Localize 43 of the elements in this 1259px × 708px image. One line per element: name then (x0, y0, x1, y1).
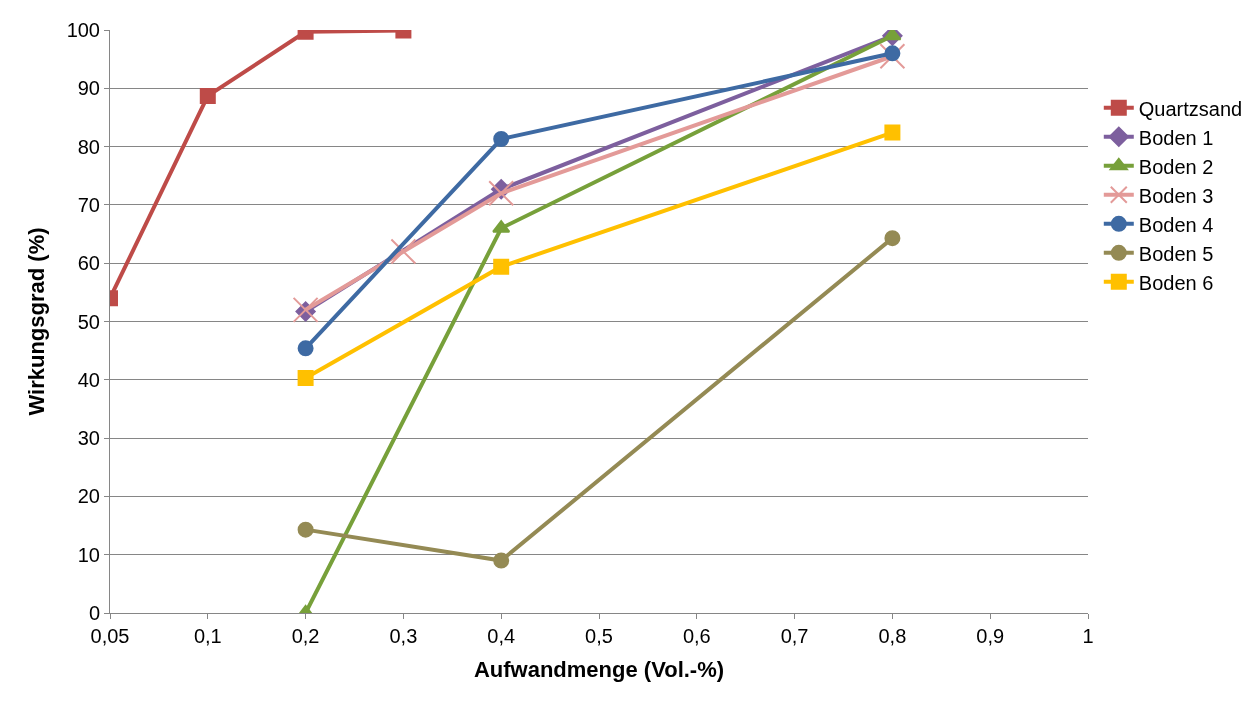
legend-label: Boden 6 (1138, 271, 1214, 294)
x-tick-label: 1 (1082, 625, 1094, 647)
legend-label: Quartzsand (1138, 97, 1243, 120)
y-axis-title: Wirkungsgrad (%) (24, 227, 50, 416)
y-tick-label: 80 (77, 135, 100, 158)
point (297, 521, 314, 538)
x-tick-label: 0,7 (780, 625, 809, 647)
legend-label: Boden 4 (1138, 213, 1214, 236)
point (390, 238, 417, 265)
y-tick-label: 0 (88, 602, 100, 624)
y-tick-label: 20 (77, 485, 100, 508)
x-tick-label: 0,4 (487, 625, 516, 647)
x-tick-label: 0,5 (585, 625, 613, 647)
point (292, 296, 319, 323)
legend-label: Boden 1 (1138, 126, 1214, 149)
y-tick-label: 60 (77, 252, 100, 275)
point (884, 230, 901, 247)
x-axis-title: Aufwandmenge (Vol.-%) (473, 656, 725, 682)
point (297, 340, 314, 357)
point (488, 180, 515, 207)
y-tick-label: 100 (66, 19, 100, 41)
y-tick-label: 50 (77, 310, 100, 333)
x-tick-label: 0,1 (193, 625, 222, 647)
point (297, 370, 314, 387)
point (493, 258, 510, 275)
y-tick-label: 40 (77, 368, 100, 391)
y-tick-label: 10 (77, 543, 100, 566)
x-tick-label: 0,9 (976, 625, 1005, 647)
legend-label: Boden 3 (1138, 184, 1214, 207)
y-tick-label: 70 (77, 193, 100, 216)
x-tick-label: 0,6 (682, 625, 711, 647)
x-tick-label: 0,3 (389, 625, 418, 647)
legend-label: Boden 5 (1138, 242, 1214, 265)
x-tick-label: 0,2 (291, 625, 320, 647)
point (884, 124, 901, 141)
x-tick-label: 0,05 (90, 625, 130, 647)
x-tick-label: 0,8 (878, 625, 907, 647)
point (493, 131, 510, 148)
point (884, 45, 901, 62)
y-tick-label: 90 (77, 77, 100, 100)
y-tick-label: 30 (77, 427, 100, 450)
point (493, 552, 510, 569)
legend-label: Boden 2 (1138, 155, 1214, 178)
